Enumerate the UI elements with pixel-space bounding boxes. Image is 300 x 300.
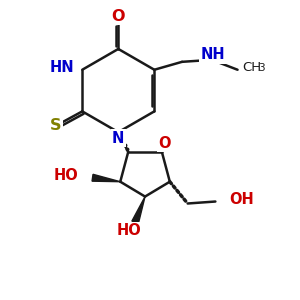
- Text: HO: HO: [54, 168, 79, 183]
- Text: OH: OH: [229, 192, 254, 207]
- Polygon shape: [92, 174, 120, 182]
- Text: 3: 3: [258, 63, 265, 73]
- Polygon shape: [132, 196, 145, 224]
- Text: HO: HO: [117, 223, 142, 238]
- Text: HN: HN: [50, 60, 74, 75]
- Text: O: O: [112, 9, 125, 24]
- Text: CH: CH: [242, 61, 262, 74]
- Text: N: N: [112, 130, 124, 146]
- Text: S: S: [50, 118, 61, 133]
- Text: NH: NH: [200, 47, 225, 62]
- Text: O: O: [159, 136, 171, 151]
